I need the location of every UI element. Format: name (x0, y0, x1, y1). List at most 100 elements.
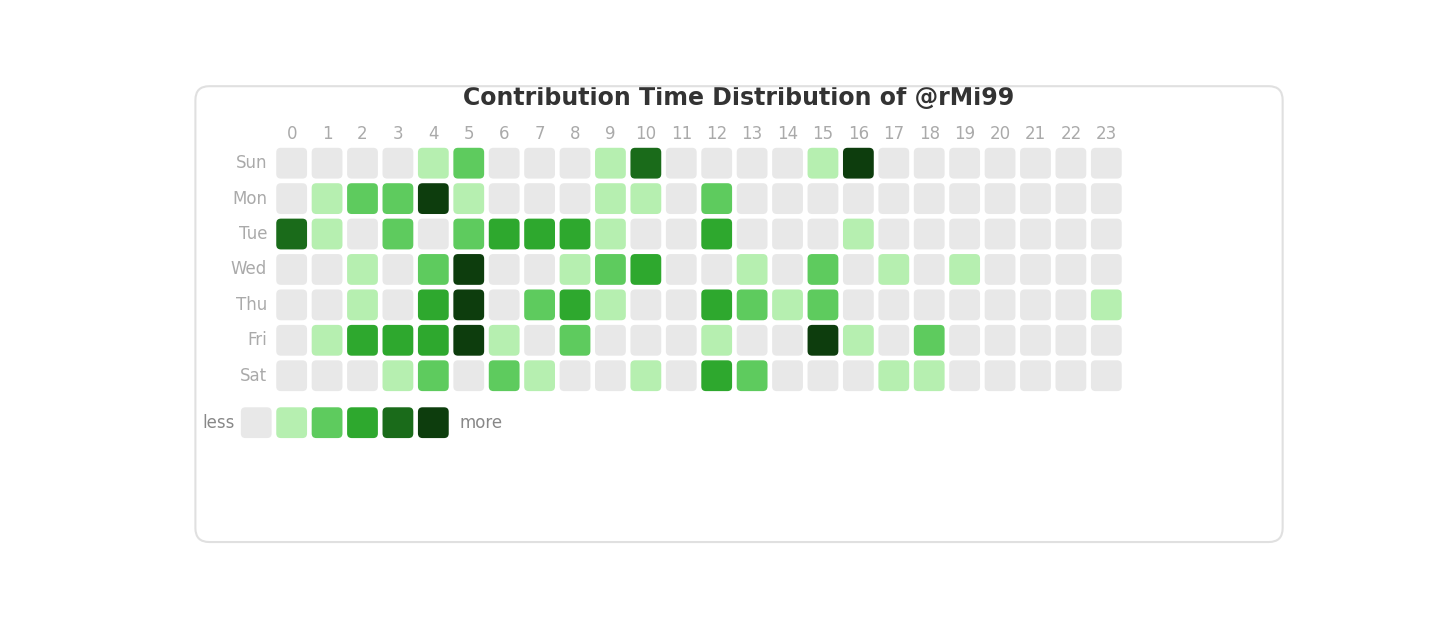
FancyBboxPatch shape (1056, 325, 1086, 356)
FancyBboxPatch shape (596, 183, 626, 214)
FancyBboxPatch shape (311, 289, 343, 320)
FancyBboxPatch shape (808, 183, 838, 214)
FancyBboxPatch shape (559, 183, 590, 214)
FancyBboxPatch shape (382, 325, 414, 356)
FancyBboxPatch shape (348, 218, 378, 249)
FancyBboxPatch shape (382, 289, 414, 320)
FancyBboxPatch shape (559, 325, 590, 356)
FancyBboxPatch shape (771, 183, 803, 214)
Text: 0: 0 (287, 125, 297, 143)
FancyBboxPatch shape (808, 148, 838, 179)
Text: 22: 22 (1060, 125, 1082, 143)
FancyBboxPatch shape (489, 254, 519, 285)
FancyBboxPatch shape (453, 360, 485, 391)
FancyBboxPatch shape (985, 183, 1015, 214)
FancyBboxPatch shape (311, 325, 343, 356)
FancyBboxPatch shape (844, 218, 874, 249)
FancyBboxPatch shape (914, 148, 945, 179)
FancyBboxPatch shape (596, 360, 626, 391)
Text: Thu: Thu (235, 296, 267, 314)
FancyBboxPatch shape (1056, 183, 1086, 214)
FancyBboxPatch shape (348, 360, 378, 391)
Text: 4: 4 (428, 125, 438, 143)
FancyBboxPatch shape (311, 183, 343, 214)
FancyBboxPatch shape (525, 218, 555, 249)
FancyBboxPatch shape (525, 254, 555, 285)
Text: 3: 3 (392, 125, 404, 143)
FancyBboxPatch shape (418, 254, 448, 285)
FancyBboxPatch shape (453, 183, 485, 214)
Text: Sat: Sat (239, 367, 267, 385)
FancyBboxPatch shape (630, 183, 662, 214)
Text: 7: 7 (535, 125, 545, 143)
FancyBboxPatch shape (1092, 254, 1122, 285)
Text: more: more (460, 414, 503, 432)
FancyBboxPatch shape (525, 289, 555, 320)
FancyBboxPatch shape (985, 325, 1015, 356)
FancyBboxPatch shape (666, 360, 696, 391)
FancyBboxPatch shape (985, 148, 1015, 179)
FancyBboxPatch shape (737, 218, 767, 249)
Text: Mon: Mon (232, 190, 267, 208)
FancyBboxPatch shape (844, 289, 874, 320)
FancyBboxPatch shape (453, 148, 485, 179)
FancyBboxPatch shape (489, 289, 519, 320)
Text: 1: 1 (322, 125, 333, 143)
Text: Fri: Fri (247, 332, 267, 350)
FancyBboxPatch shape (737, 254, 767, 285)
FancyBboxPatch shape (277, 325, 307, 356)
FancyBboxPatch shape (949, 254, 981, 285)
Text: 19: 19 (955, 125, 975, 143)
FancyBboxPatch shape (949, 325, 981, 356)
FancyBboxPatch shape (418, 325, 448, 356)
FancyBboxPatch shape (596, 148, 626, 179)
Text: 13: 13 (741, 125, 763, 143)
FancyBboxPatch shape (418, 289, 448, 320)
FancyBboxPatch shape (949, 289, 981, 320)
FancyBboxPatch shape (666, 289, 696, 320)
FancyBboxPatch shape (311, 218, 343, 249)
FancyBboxPatch shape (914, 254, 945, 285)
FancyBboxPatch shape (277, 148, 307, 179)
FancyBboxPatch shape (1056, 254, 1086, 285)
FancyBboxPatch shape (844, 254, 874, 285)
Text: 5: 5 (463, 125, 474, 143)
FancyBboxPatch shape (771, 254, 803, 285)
FancyBboxPatch shape (311, 360, 343, 391)
FancyBboxPatch shape (1019, 325, 1051, 356)
FancyBboxPatch shape (844, 183, 874, 214)
Text: 23: 23 (1096, 125, 1118, 143)
FancyBboxPatch shape (666, 183, 696, 214)
FancyBboxPatch shape (949, 218, 981, 249)
FancyBboxPatch shape (418, 218, 448, 249)
FancyBboxPatch shape (914, 325, 945, 356)
FancyBboxPatch shape (1056, 218, 1086, 249)
FancyBboxPatch shape (382, 360, 414, 391)
Text: Sun: Sun (235, 154, 267, 172)
FancyBboxPatch shape (844, 148, 874, 179)
Text: 8: 8 (570, 125, 580, 143)
FancyBboxPatch shape (737, 289, 767, 320)
FancyBboxPatch shape (1019, 218, 1051, 249)
FancyBboxPatch shape (985, 289, 1015, 320)
FancyBboxPatch shape (1092, 360, 1122, 391)
FancyBboxPatch shape (596, 289, 626, 320)
FancyBboxPatch shape (808, 325, 838, 356)
FancyBboxPatch shape (311, 148, 343, 179)
FancyBboxPatch shape (771, 218, 803, 249)
FancyBboxPatch shape (878, 325, 910, 356)
FancyBboxPatch shape (277, 360, 307, 391)
Text: 16: 16 (848, 125, 870, 143)
FancyBboxPatch shape (808, 254, 838, 285)
FancyBboxPatch shape (1019, 289, 1051, 320)
FancyBboxPatch shape (311, 407, 343, 438)
FancyBboxPatch shape (808, 218, 838, 249)
FancyBboxPatch shape (949, 183, 981, 214)
FancyBboxPatch shape (525, 148, 555, 179)
FancyBboxPatch shape (559, 360, 590, 391)
FancyBboxPatch shape (525, 360, 555, 391)
FancyBboxPatch shape (737, 360, 767, 391)
FancyBboxPatch shape (348, 183, 378, 214)
FancyBboxPatch shape (277, 183, 307, 214)
FancyBboxPatch shape (489, 183, 519, 214)
